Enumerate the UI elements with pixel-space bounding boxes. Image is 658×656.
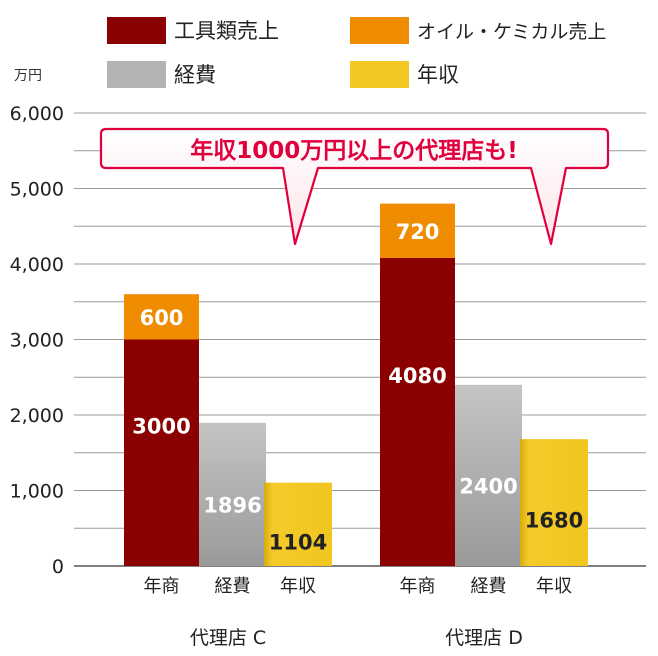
y-unit-label: 万円	[14, 68, 42, 84]
callout-bubble	[99, 127, 610, 246]
legend-label-oil: オイル・ケミカル売上	[417, 21, 606, 43]
x-category-label: 年商	[144, 576, 180, 597]
data-label: 2400	[459, 474, 517, 498]
bar-segment	[264, 482, 332, 566]
legend-label-income: 年収	[417, 63, 459, 87]
data-label: 1104	[269, 530, 327, 554]
group-label: 代理店 C	[190, 627, 266, 649]
data-label: 1896	[203, 493, 261, 517]
x-category-label: 年収	[536, 576, 572, 597]
bar-segment	[520, 439, 588, 566]
legend-item-tools: 工具類売上	[107, 17, 279, 44]
legend-swatch-income	[350, 61, 409, 88]
y-tick-label: 2,000	[10, 405, 64, 427]
x-category-label: 年商	[400, 576, 436, 597]
y-tick-label: 0	[52, 556, 64, 578]
bar-segment	[455, 384, 522, 566]
group-label: 代理店 D	[445, 627, 523, 649]
y-tick-label: 6,000	[10, 103, 64, 125]
data-label: 3000	[132, 415, 190, 439]
bar-segment	[380, 257, 455, 566]
legend-item-expenses: 経費	[107, 61, 216, 88]
y-tick-label: 3,000	[10, 330, 64, 352]
x-category-label: 経費	[215, 576, 251, 597]
data-label: 4080	[388, 364, 446, 388]
legend-item-income: 年収	[350, 61, 459, 88]
x-category-label: 経費	[471, 576, 507, 597]
bar-segment	[124, 294, 199, 340]
data-label: 720	[396, 220, 440, 244]
callout: 年収1000万円以上の代理店も!	[99, 127, 610, 246]
legend: 工具類売上 オイル・ケミカル売上 経費 年収	[107, 17, 606, 88]
data-label: 600	[140, 306, 184, 330]
bar-segment	[124, 339, 199, 566]
bar-segment	[380, 203, 455, 258]
bars: 3000 600 1896 1104 4080 720 2400 1680	[124, 203, 588, 566]
legend-swatch-expenses	[107, 61, 166, 88]
legend-item-oil: オイル・ケミカル売上	[350, 17, 606, 44]
y-tick-label: 4,000	[10, 254, 64, 276]
y-tick-label: 1,000	[10, 481, 64, 503]
legend-swatch-tools	[107, 17, 166, 44]
bar-segment	[199, 422, 266, 566]
y-tick-label: 5,000	[10, 179, 64, 201]
legend-label-expenses: 経費	[174, 63, 216, 87]
data-label: 1680	[525, 509, 583, 533]
legend-swatch-oil	[350, 17, 409, 44]
callout-text: 年収1000万円以上の代理店も!	[190, 137, 518, 164]
x-category-label: 年収	[280, 576, 316, 597]
y-axis-ticks: 0 1,000 2,000 3,000 4,000 5,000 6,000	[10, 103, 64, 578]
legend-label-tools: 工具類売上	[174, 19, 279, 43]
